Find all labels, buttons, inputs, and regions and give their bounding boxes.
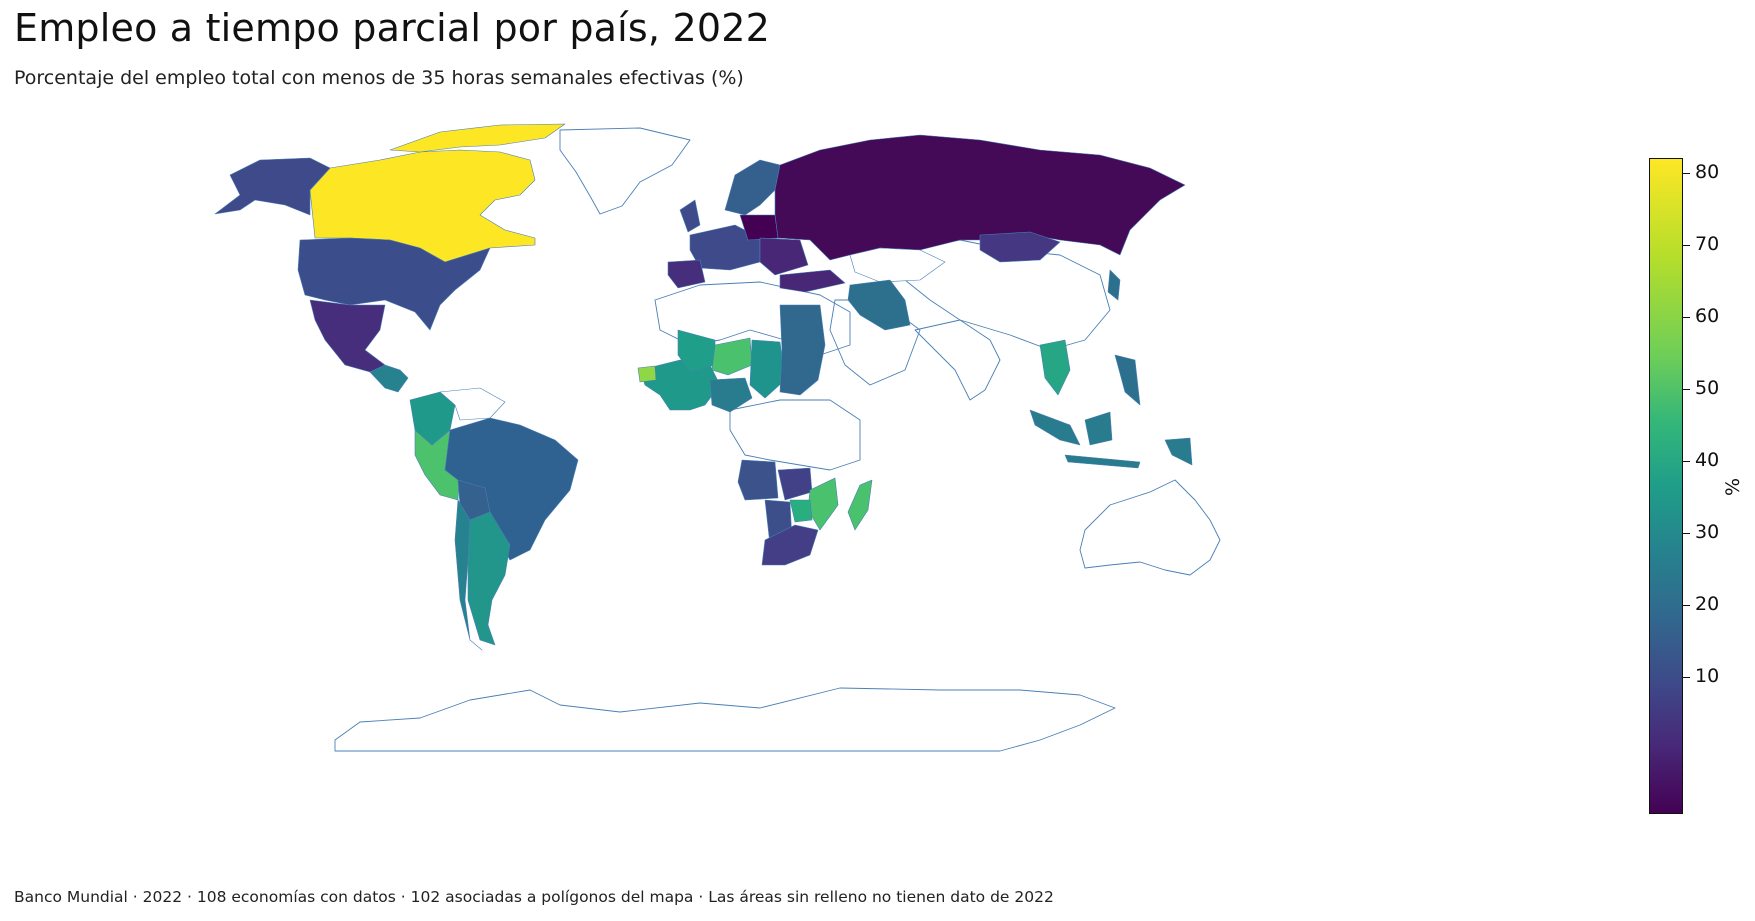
- region-usa: [297, 237, 491, 331]
- colorbar-tick: [1683, 317, 1690, 318]
- region-central-africa: [729, 399, 861, 471]
- region-zimbabwe: [789, 499, 813, 523]
- region-australia: [1079, 479, 1221, 576]
- map-title: Empleo a tiempo parcial por país, 2022: [14, 6, 770, 50]
- region-western-europe: [689, 224, 761, 271]
- region-chad: [749, 339, 786, 399]
- region-japan: [1107, 269, 1121, 301]
- colorbar-tick-label: 80: [1695, 161, 1720, 183]
- region-central-america: [369, 364, 409, 393]
- region-alaska: [214, 157, 331, 216]
- region-senegal: [637, 365, 657, 383]
- region-south-africa: [761, 524, 819, 566]
- region-mongolia: [979, 231, 1061, 263]
- region-nigeria: [709, 377, 753, 413]
- region-iberia: [667, 259, 706, 289]
- region-greenland: [559, 127, 691, 215]
- map-subtitle: Porcentaje del empleo total con menos de…: [14, 67, 744, 89]
- region-eastern-europe: [759, 237, 809, 276]
- region-russia: [774, 134, 1186, 261]
- colorbar-gradient: [1649, 158, 1683, 814]
- colorbar-tick-label: 10: [1695, 665, 1720, 687]
- region-mozambique: [807, 477, 839, 531]
- colorbar-tick: [1683, 173, 1690, 174]
- colorbar-tick: [1683, 605, 1690, 606]
- colorbar-tick-label: 40: [1695, 449, 1720, 471]
- colorbar-tick: [1683, 389, 1690, 390]
- colorbar-tick: [1683, 533, 1690, 534]
- colorbar: 80 70 60 50 40 30 20 10 %: [1640, 158, 1750, 826]
- region-iran: [847, 279, 911, 331]
- region-mexico: [309, 299, 386, 373]
- colorbar-tick: [1683, 677, 1690, 678]
- region-india: [914, 319, 1001, 401]
- colorbar-tick: [1683, 245, 1690, 246]
- colorbar-tick-label: 60: [1695, 305, 1720, 327]
- region-philippines: [1114, 354, 1141, 406]
- colorbar-title: %: [1722, 477, 1745, 497]
- region-new-guinea: [1164, 437, 1193, 466]
- region-angola: [737, 459, 779, 501]
- region-niger: [711, 337, 753, 376]
- colorbar-tick-label: 30: [1695, 521, 1720, 543]
- region-indonesia: [1029, 409, 1081, 446]
- region-thailand: [1039, 339, 1071, 396]
- region-turkey: [779, 269, 846, 293]
- colorbar-tick-label: 70: [1695, 233, 1720, 255]
- world-map: [214, 123, 1221, 752]
- region-borneo: [1084, 411, 1113, 446]
- colorbar-tick-label: 20: [1695, 593, 1720, 615]
- region-canada-islands: [389, 123, 566, 153]
- region-mali: [677, 329, 716, 373]
- region-java: [1064, 454, 1141, 469]
- region-sudan: [779, 304, 826, 396]
- region-kazakhstan: [849, 247, 946, 283]
- map-footer: Banco Mundial · 2022 · 108 economías con…: [14, 888, 1054, 906]
- region-madagascar: [847, 479, 873, 531]
- region-argentina: [467, 511, 511, 646]
- region-scandinavia: [724, 159, 781, 216]
- colorbar-tick-label: 50: [1695, 377, 1720, 399]
- colorbar-tick: [1683, 461, 1690, 462]
- region-antarctica: [334, 687, 1116, 752]
- region-uk: [679, 199, 701, 233]
- region-zambia: [777, 467, 813, 501]
